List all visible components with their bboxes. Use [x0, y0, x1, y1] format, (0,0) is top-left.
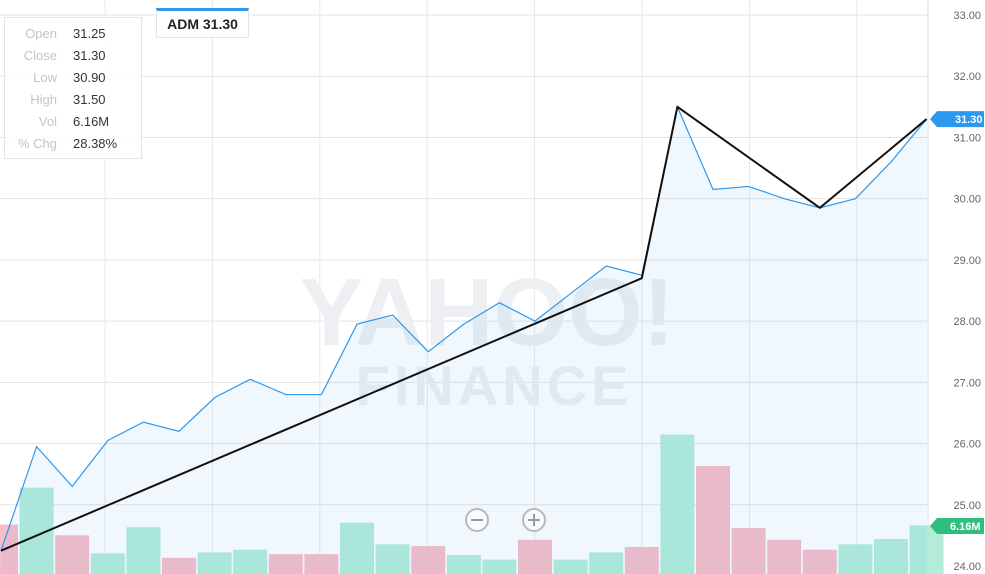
- ohlc-panel: Open 31.25 Close 31.30 Low 30.90 High 31…: [4, 17, 142, 159]
- volume-bar: [482, 559, 517, 574]
- volume-bar: [0, 524, 18, 574]
- volume-bar: [446, 555, 481, 574]
- vol-value: 6.16M: [73, 113, 110, 129]
- plus-circle-icon[interactable]: [522, 508, 546, 532]
- last-volume-badge: 6.16M: [930, 518, 984, 534]
- volume-bar: [233, 549, 268, 574]
- volume-bar: [90, 553, 125, 574]
- yahoo-finance-watermark: YAHOO! FINANCE: [299, 259, 674, 417]
- last-volume-label: 6.16M: [950, 521, 981, 533]
- last-price-badge: 31.30: [930, 111, 984, 128]
- low-value: 30.90: [73, 69, 106, 85]
- volume-bar: [375, 544, 410, 574]
- ohlc-row-pct-chg: % Chg 28.38%: [5, 132, 141, 154]
- ohlc-row-close: Close 31.30: [5, 44, 141, 66]
- y-tick-label: 29.00: [953, 255, 981, 267]
- y-tick-label: 28.00: [953, 316, 981, 328]
- volume-bar: [802, 549, 837, 574]
- last-price-label: 31.30: [955, 114, 983, 126]
- close-label: Close: [23, 47, 57, 63]
- volume-bar: [340, 522, 374, 574]
- pct-chg-value: 28.38%: [73, 135, 118, 151]
- y-tick-label: 26.00: [953, 439, 981, 451]
- volume-bar: [838, 544, 873, 574]
- low-label: Low: [33, 69, 57, 85]
- high-label: High: [30, 91, 57, 107]
- y-tick-label: 25.00: [953, 500, 981, 512]
- ohlc-row-open: Open 31.25: [5, 22, 141, 44]
- y-tick-label: 27.00: [953, 377, 981, 389]
- volume-bar: [660, 434, 695, 574]
- ticker-label: ADM 31.30: [167, 16, 238, 32]
- volume-bar: [162, 557, 196, 574]
- y-tick-label: 24.00: [953, 561, 981, 573]
- volume-bar: [304, 554, 339, 574]
- volume-bar: [553, 559, 588, 574]
- volume-bar: [268, 554, 303, 574]
- minus-circle-icon[interactable]: [465, 508, 489, 532]
- ohlc-row-low: Low 30.90: [5, 66, 141, 88]
- close-value: 31.30: [73, 47, 106, 63]
- volume-bar: [55, 535, 90, 574]
- volume-bar: [589, 552, 624, 574]
- volume-bar: [731, 528, 766, 574]
- volume-bar: [197, 552, 232, 574]
- volume-bar: [411, 546, 446, 574]
- volume-bar: [696, 466, 730, 574]
- ohlc-row-high: High 31.50: [5, 88, 141, 110]
- price-area: [1, 106, 927, 574]
- volume-bar: [518, 539, 552, 574]
- ticker-tab[interactable]: ADM 31.30: [156, 8, 249, 38]
- y-tick-label: 33.00: [953, 10, 981, 22]
- y-tick-label: 31.00: [953, 132, 981, 144]
- vol-label: Vol: [38, 113, 57, 129]
- pct-chg-label: % Chg: [17, 135, 57, 151]
- volume-bar: [624, 547, 659, 574]
- price-line: [0, 104, 928, 551]
- y-axis: 33.00 32.00 31.00 30.00 29.00 28.00 27.00 26.00…: [953, 10, 981, 573]
- watermark-line1: YAHOO!: [299, 259, 674, 366]
- open-label: Open: [25, 25, 57, 41]
- volume-bar: [874, 538, 908, 574]
- watermark-line2: FINANCE: [356, 354, 633, 417]
- y-tick-label: 32.00: [953, 71, 981, 83]
- high-value: 31.50: [73, 91, 106, 107]
- volume-bar: [767, 539, 802, 574]
- open-value: 31.25: [73, 25, 106, 41]
- volume-bar: [126, 527, 161, 574]
- volume-bars: [0, 434, 944, 574]
- ohlc-row-vol: Vol 6.16M: [5, 110, 141, 132]
- y-tick-label: 30.00: [953, 194, 981, 206]
- trendline-annotation: [0, 105, 928, 552]
